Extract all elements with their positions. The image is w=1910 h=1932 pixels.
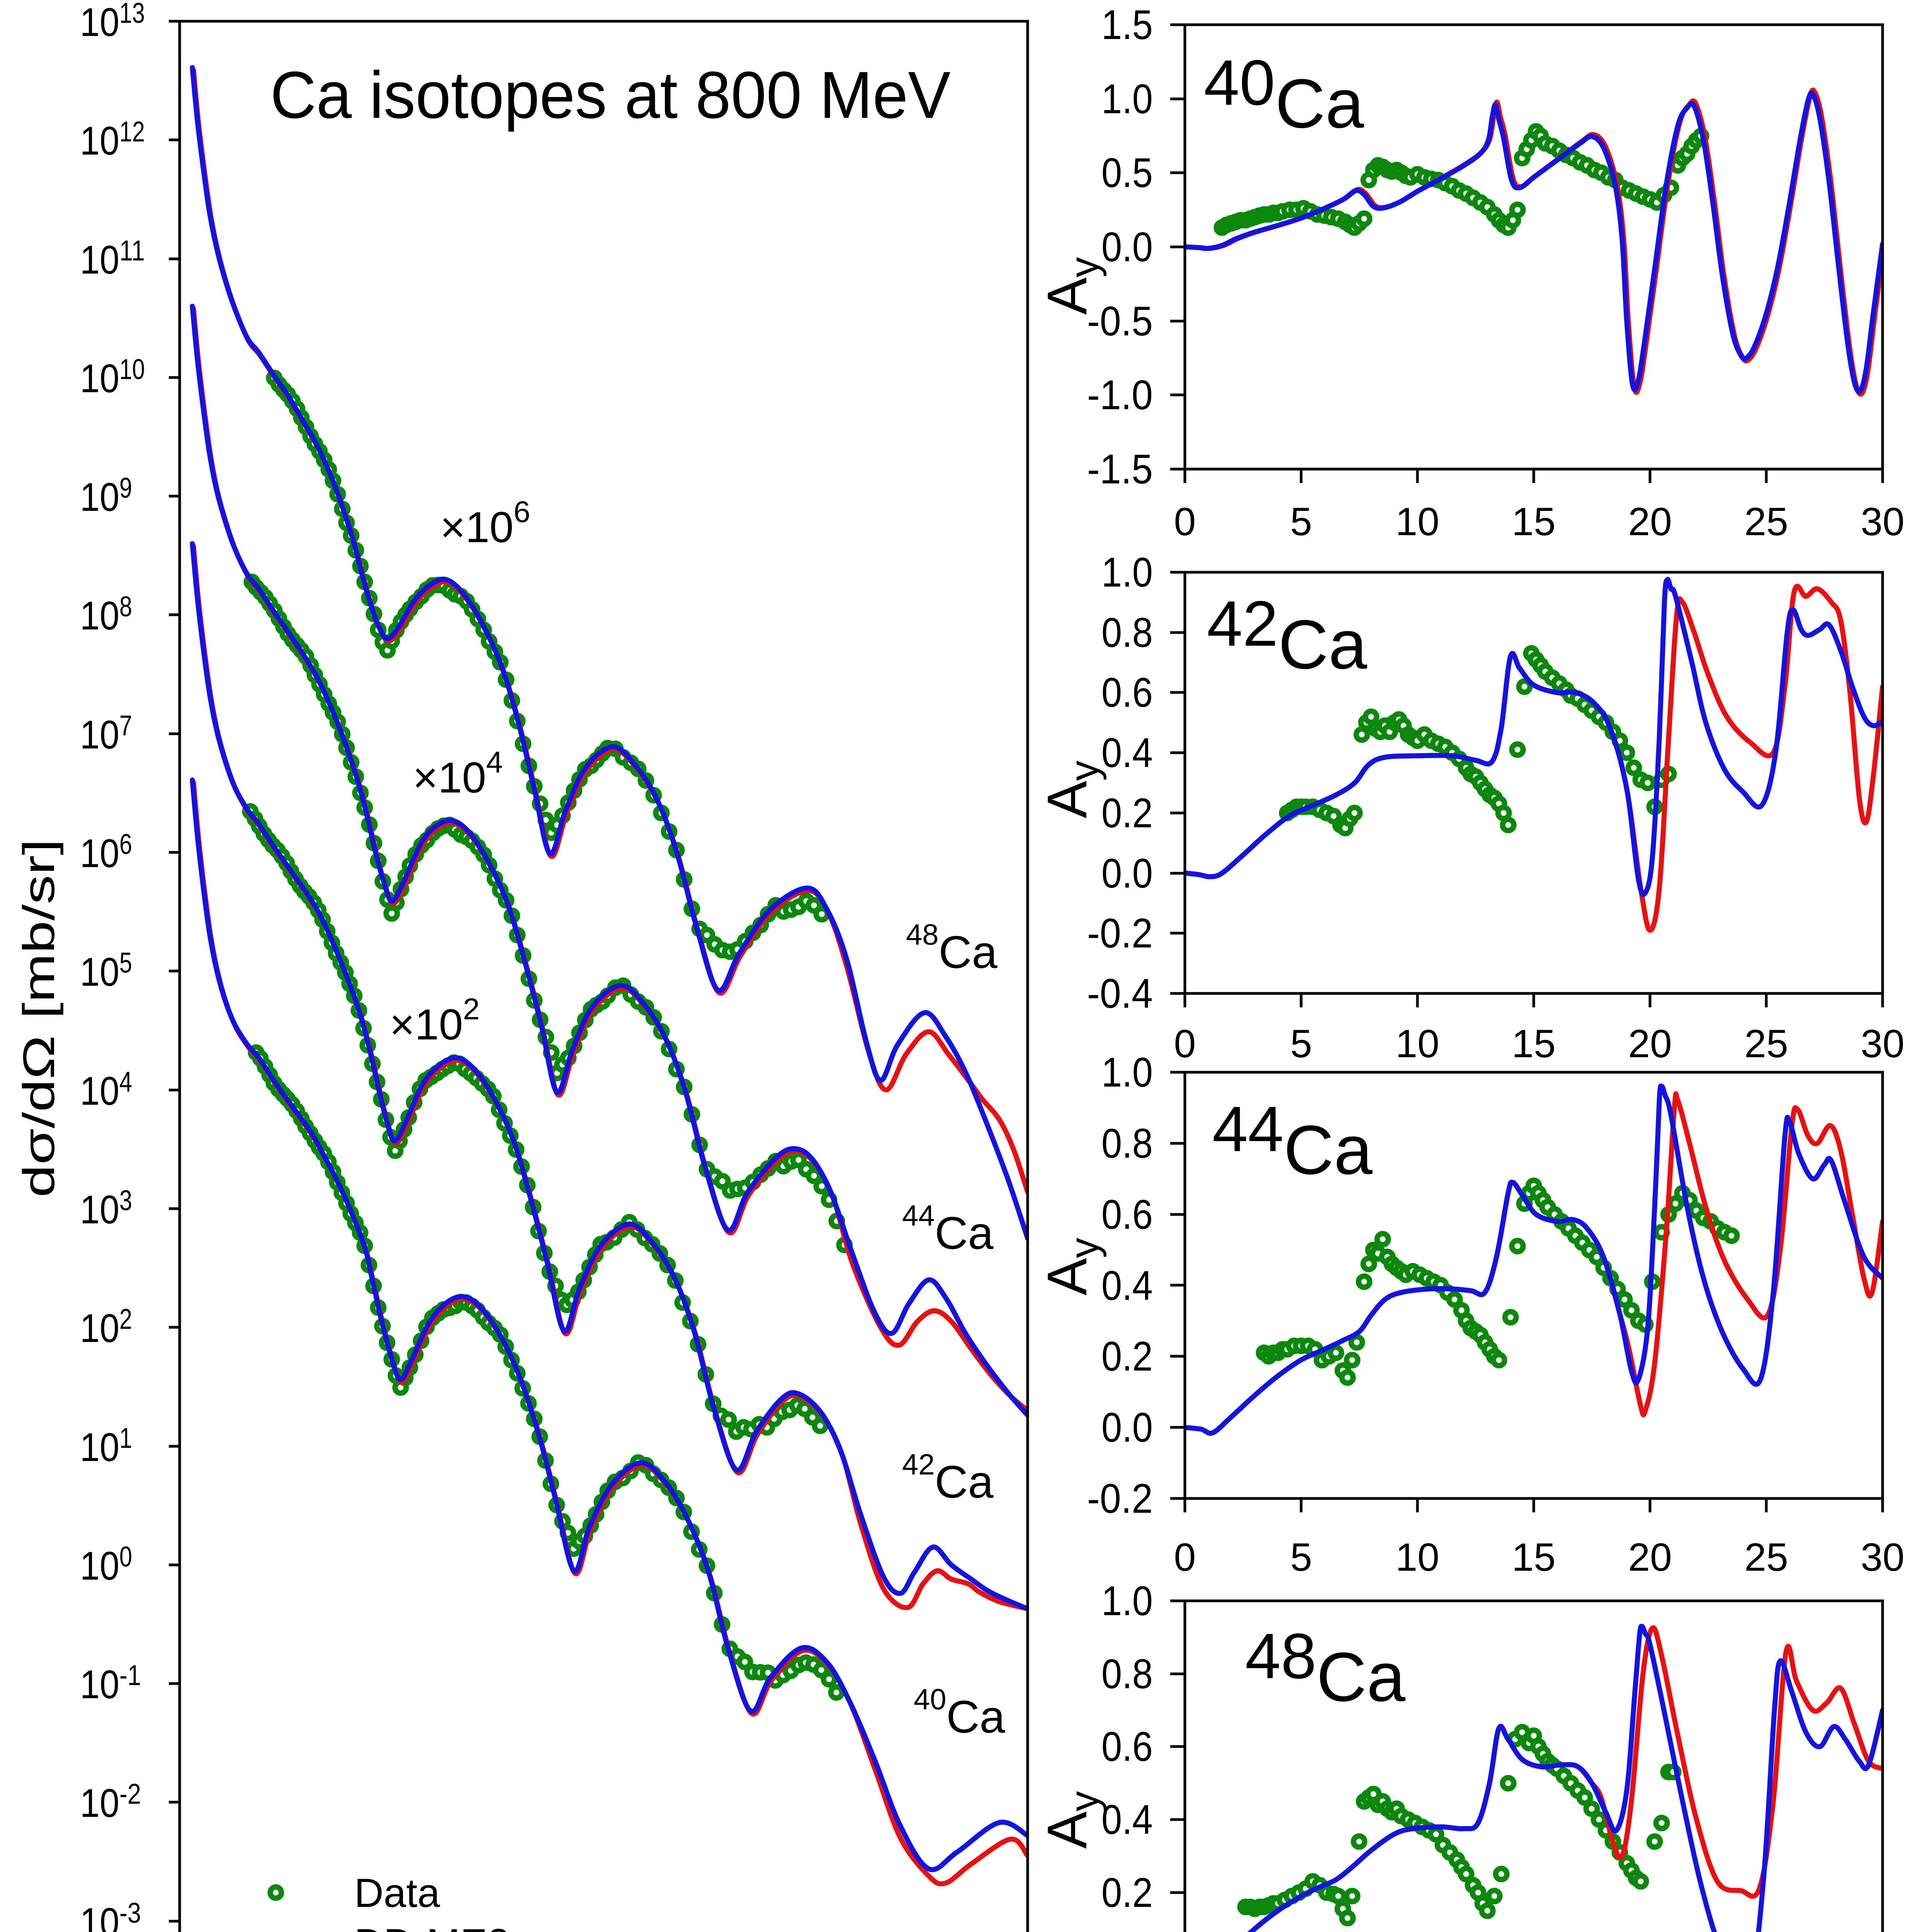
svg-text:0.6: 0.6	[1101, 669, 1153, 716]
svg-text:1010: 1010	[80, 353, 145, 401]
svg-text:0.4: 0.4	[1101, 1262, 1153, 1309]
svg-text:0.8: 0.8	[1101, 1650, 1153, 1697]
svg-text:0.0: 0.0	[1101, 1404, 1153, 1451]
svg-text:0.0: 0.0	[1101, 223, 1153, 270]
svg-text:10: 10	[1395, 500, 1439, 544]
svg-text:107: 107	[80, 709, 132, 757]
svg-text:-0.4: -0.4	[1087, 970, 1153, 1017]
svg-text:20: 20	[1628, 1022, 1672, 1066]
svg-text:5: 5	[1290, 500, 1312, 544]
svg-text:109: 109	[80, 472, 132, 520]
svg-text:0.2: 0.2	[1101, 1869, 1153, 1916]
svg-text:108: 108	[80, 590, 132, 638]
svg-text:1011: 1011	[80, 235, 145, 282]
svg-text:1.0: 1.0	[1101, 75, 1153, 122]
svg-text:20: 20	[1628, 1535, 1672, 1579]
svg-text:106: 106	[80, 828, 132, 876]
svg-text:5: 5	[1290, 1022, 1312, 1066]
svg-text:40Ca: 40Ca	[1204, 47, 1365, 143]
svg-text:DD-ME2: DD-ME2	[354, 1921, 510, 1932]
svg-text:1.0: 1.0	[1101, 1049, 1153, 1095]
svg-text:48Ca: 48Ca	[1245, 1621, 1406, 1716]
svg-text:1.0: 1.0	[1101, 549, 1153, 595]
svg-text:15: 15	[1512, 1022, 1555, 1066]
svg-text:0.6: 0.6	[1101, 1723, 1153, 1770]
svg-text:0: 0	[1174, 1535, 1196, 1579]
svg-text:×102: ×102	[389, 992, 479, 1049]
svg-text:10-1: 10-1	[80, 1659, 141, 1707]
svg-text:Ay: Ay	[1036, 257, 1107, 315]
svg-text:Ay: Ay	[1036, 1791, 1107, 1849]
svg-text:0.5: 0.5	[1101, 149, 1153, 196]
svg-text:Ca isotopes at 800 MeV: Ca isotopes at 800 MeV	[270, 58, 951, 132]
svg-text:101: 101	[80, 1422, 132, 1470]
svg-text:30: 30	[1861, 500, 1904, 544]
svg-text:dσ/dΩ [mb/sr]: dσ/dΩ [mb/sr]	[14, 839, 64, 1197]
svg-text:25: 25	[1744, 1022, 1788, 1066]
svg-text:25: 25	[1744, 500, 1788, 544]
svg-text:0.8: 0.8	[1101, 1120, 1153, 1167]
svg-text:0.2: 0.2	[1101, 789, 1153, 836]
svg-text:1.5: 1.5	[1101, 1, 1153, 48]
svg-text:0.4: 0.4	[1101, 729, 1153, 776]
svg-text:44Ca: 44Ca	[902, 1199, 994, 1259]
svg-text:0.0: 0.0	[1101, 850, 1153, 896]
svg-text:48Ca: 48Ca	[906, 918, 997, 978]
svg-text:0: 0	[1174, 1022, 1196, 1066]
svg-text:-0.2: -0.2	[1087, 910, 1153, 956]
svg-text:5: 5	[1290, 1535, 1312, 1579]
svg-text:100: 100	[80, 1541, 132, 1588]
svg-text:30: 30	[1861, 1535, 1904, 1579]
svg-text:0.8: 0.8	[1101, 609, 1153, 656]
svg-text:42Ca: 42Ca	[902, 1448, 994, 1508]
svg-text:-1.5: -1.5	[1087, 446, 1153, 492]
svg-text:25: 25	[1744, 1535, 1788, 1579]
svg-text:-0.2: -0.2	[1087, 1475, 1153, 1522]
svg-text:0.6: 0.6	[1101, 1191, 1153, 1238]
svg-text:-1.0: -1.0	[1087, 371, 1153, 418]
svg-text:10: 10	[1395, 1535, 1439, 1579]
svg-text:1.0: 1.0	[1101, 1577, 1153, 1624]
svg-text:105: 105	[80, 947, 132, 995]
svg-text:42Ca: 42Ca	[1207, 588, 1368, 684]
svg-text:104: 104	[80, 1066, 132, 1114]
svg-text:20: 20	[1628, 500, 1672, 544]
svg-text:0.2: 0.2	[1101, 1333, 1153, 1379]
svg-text:0.4: 0.4	[1101, 1796, 1153, 1843]
svg-text:103: 103	[80, 1184, 132, 1232]
svg-text:Data: Data	[354, 1871, 440, 1916]
svg-text:44Ca: 44Ca	[1212, 1094, 1373, 1189]
svg-text:-0.5: -0.5	[1087, 298, 1153, 344]
svg-text:10-2: 10-2	[80, 1778, 141, 1826]
svg-text:40Ca: 40Ca	[914, 1683, 1005, 1743]
svg-text:0: 0	[1174, 500, 1196, 544]
svg-text:30: 30	[1861, 1022, 1904, 1066]
svg-text:10-3: 10-3	[80, 1897, 141, 1932]
svg-text:1013: 1013	[80, 0, 145, 45]
svg-text:102: 102	[80, 1303, 132, 1351]
svg-text:15: 15	[1512, 1535, 1555, 1579]
svg-text:15: 15	[1512, 500, 1555, 544]
svg-text:10: 10	[1395, 1022, 1439, 1066]
svg-text:1012: 1012	[80, 116, 145, 163]
